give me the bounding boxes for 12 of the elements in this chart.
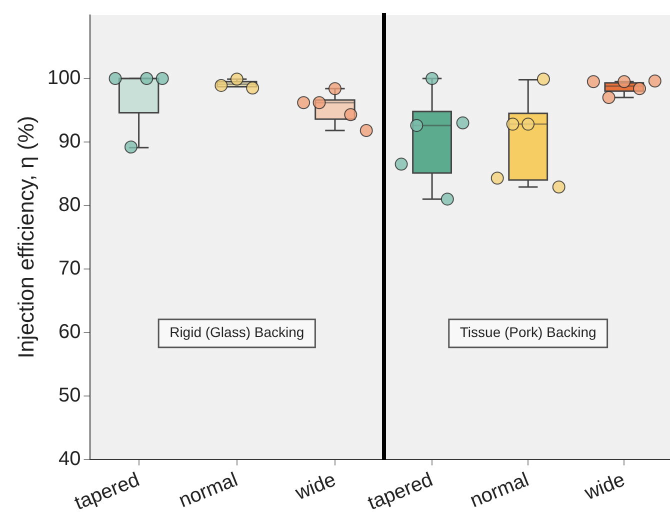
y-tick-label: 80 — [58, 194, 81, 216]
y-axis-title: Injection efficiency, η (%) — [13, 116, 38, 358]
annotation: Tissue (Pork) Backing — [460, 324, 596, 340]
y-tick-label: 50 — [58, 384, 81, 406]
x-tick-label: wide — [292, 468, 339, 505]
y-tick-label: 60 — [58, 320, 81, 343]
y-tick-label: 90 — [58, 130, 81, 152]
y-tick-label: 100 — [47, 66, 81, 89]
y-tick-label: 70 — [58, 257, 81, 280]
annotation: Rigid (Glass) Backing — [170, 324, 304, 340]
x-tick-label: wide — [580, 468, 628, 505]
y-tick-label: 40 — [58, 448, 81, 470]
